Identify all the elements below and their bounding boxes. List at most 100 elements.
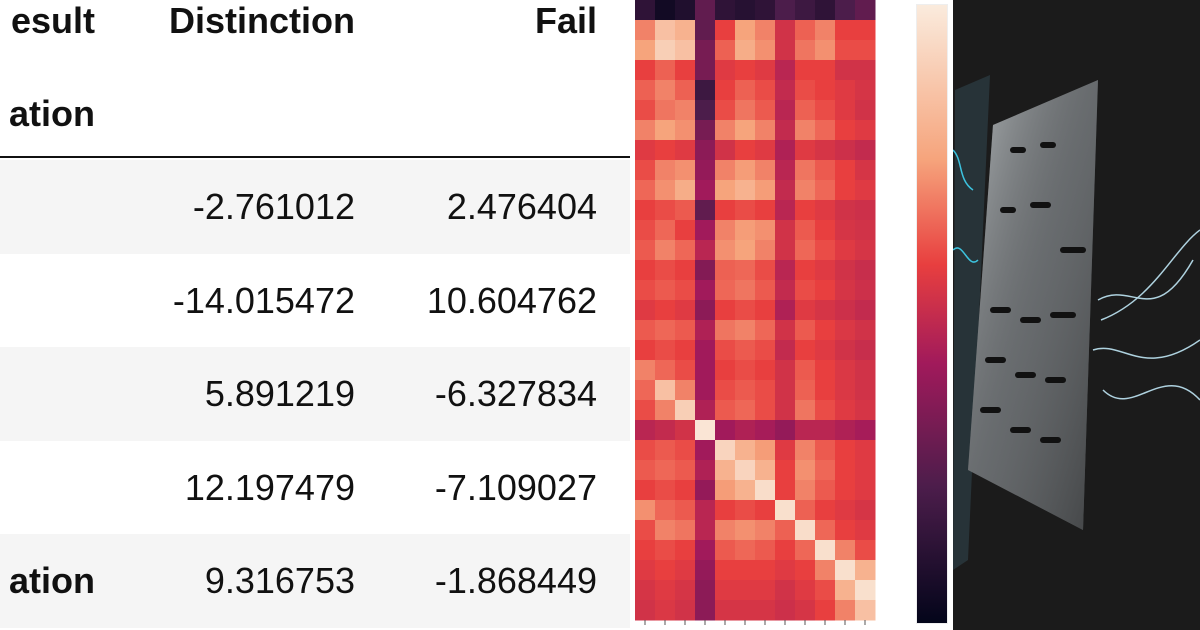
heatmap-cell bbox=[715, 100, 736, 121]
heatmap-cell bbox=[855, 20, 876, 41]
heatmap-cell bbox=[815, 40, 836, 61]
heatmap-cell bbox=[715, 580, 736, 601]
heatmap-cell bbox=[795, 80, 816, 101]
heatmap-cell bbox=[755, 540, 776, 561]
heatmap-cell bbox=[695, 220, 716, 241]
heatmap-cell bbox=[735, 560, 756, 581]
heatmap-cell bbox=[715, 540, 736, 561]
heatmap-cell bbox=[775, 220, 796, 241]
heatmap-cell bbox=[795, 40, 816, 61]
heatmap-cell bbox=[755, 40, 776, 61]
heatmap-cell bbox=[815, 580, 836, 601]
heatmap-cell bbox=[735, 200, 756, 221]
heatmap-cell bbox=[675, 580, 696, 601]
heatmap-cell bbox=[635, 320, 656, 341]
heatmap-cell bbox=[655, 260, 676, 281]
heatmap-cell bbox=[715, 160, 736, 181]
heatmap-cell bbox=[695, 180, 716, 201]
heatmap-cell bbox=[675, 140, 696, 161]
heatmap-cell bbox=[755, 160, 776, 181]
cell-value: -6.327834 bbox=[434, 373, 597, 415]
row-band bbox=[0, 440, 630, 535]
heatmap-cell bbox=[675, 80, 696, 101]
heatmap-cell bbox=[655, 300, 676, 321]
heatmap-cell bbox=[675, 520, 696, 541]
heatmap-cell bbox=[755, 440, 776, 461]
heatmap-cell bbox=[855, 40, 876, 61]
heatmap-cell bbox=[735, 320, 756, 341]
heatmap-cell bbox=[675, 340, 696, 361]
heatmap-cell bbox=[755, 220, 776, 241]
heatmap-cell bbox=[775, 320, 796, 341]
heatmap-cell bbox=[715, 200, 736, 221]
heatmap-cell bbox=[795, 140, 816, 161]
heatmap-cell bbox=[855, 380, 876, 401]
heatmap-cell bbox=[635, 400, 656, 421]
heatmap-cell bbox=[775, 520, 796, 541]
heatmap-cell bbox=[855, 400, 876, 421]
heatmap-cell bbox=[775, 80, 796, 101]
heatmap-cell bbox=[835, 140, 856, 161]
heatmap-cell bbox=[635, 120, 656, 141]
heatmap-cell bbox=[675, 240, 696, 261]
heatmap-cell bbox=[735, 300, 756, 321]
heatmap-cell bbox=[815, 380, 836, 401]
heatmap-cell bbox=[815, 500, 836, 521]
heatmap-cell bbox=[775, 340, 796, 361]
heatmap-cell bbox=[815, 180, 836, 201]
heatmap-cell bbox=[735, 540, 756, 561]
heatmap-cell bbox=[675, 540, 696, 561]
heatmap-cell bbox=[635, 560, 656, 581]
heatmap-cell bbox=[755, 120, 776, 141]
heatmap-cell bbox=[795, 540, 816, 561]
heatmap-cell bbox=[635, 500, 656, 521]
heatmap-cell bbox=[855, 100, 876, 121]
heatmap-cell bbox=[795, 600, 816, 621]
heatmap-cell bbox=[635, 180, 656, 201]
heatmap-cell bbox=[715, 280, 736, 301]
heatmap-cell bbox=[735, 220, 756, 241]
heatmap-cell bbox=[775, 240, 796, 261]
heatmap-cell bbox=[775, 0, 796, 21]
colorbar bbox=[916, 4, 948, 624]
heatmap-cell bbox=[635, 420, 656, 441]
heatmap-cell bbox=[695, 80, 716, 101]
heatmap-cell bbox=[775, 540, 796, 561]
heatmap-cell bbox=[775, 20, 796, 41]
heatmap-cell bbox=[835, 460, 856, 481]
photo bbox=[953, 0, 1200, 630]
heatmap-cell bbox=[675, 60, 696, 81]
heatmap-cell bbox=[795, 300, 816, 321]
heatmap-cell bbox=[675, 0, 696, 21]
heatmap-cell bbox=[675, 160, 696, 181]
heatmap-cell bbox=[695, 400, 716, 421]
index-name: ation bbox=[9, 93, 95, 134]
heatmap-cell bbox=[775, 260, 796, 281]
heatmap-cell bbox=[695, 540, 716, 561]
heatmap-cell bbox=[695, 360, 716, 381]
heatmap-cell bbox=[795, 560, 816, 581]
heatmap-cell bbox=[835, 440, 856, 461]
heatmap-cell bbox=[815, 600, 836, 621]
heatmap-cell bbox=[755, 260, 776, 281]
heatmap-cell bbox=[855, 460, 876, 481]
heatmap-cell bbox=[655, 480, 676, 501]
cell-value: 9.316753 bbox=[204, 560, 355, 602]
heatmap-cell bbox=[855, 240, 876, 261]
heatmap-cell bbox=[635, 580, 656, 601]
heatmap-cell bbox=[695, 420, 716, 441]
heatmap-cell bbox=[695, 440, 716, 461]
heatmap-cell bbox=[735, 160, 756, 181]
heatmap-cell bbox=[835, 160, 856, 181]
heatmap-cell bbox=[695, 60, 716, 81]
heatmap-cell bbox=[835, 220, 856, 241]
heatmap-cell bbox=[635, 0, 656, 21]
heatmap-cell bbox=[735, 280, 756, 301]
heatmap-cell bbox=[815, 60, 836, 81]
heatmap-cell bbox=[655, 320, 676, 341]
heatmap-cell bbox=[835, 540, 856, 561]
heatmap-cell bbox=[855, 580, 876, 601]
heatmap-cell bbox=[695, 600, 716, 621]
row-band bbox=[0, 160, 630, 254]
heatmap-cell bbox=[655, 20, 676, 41]
